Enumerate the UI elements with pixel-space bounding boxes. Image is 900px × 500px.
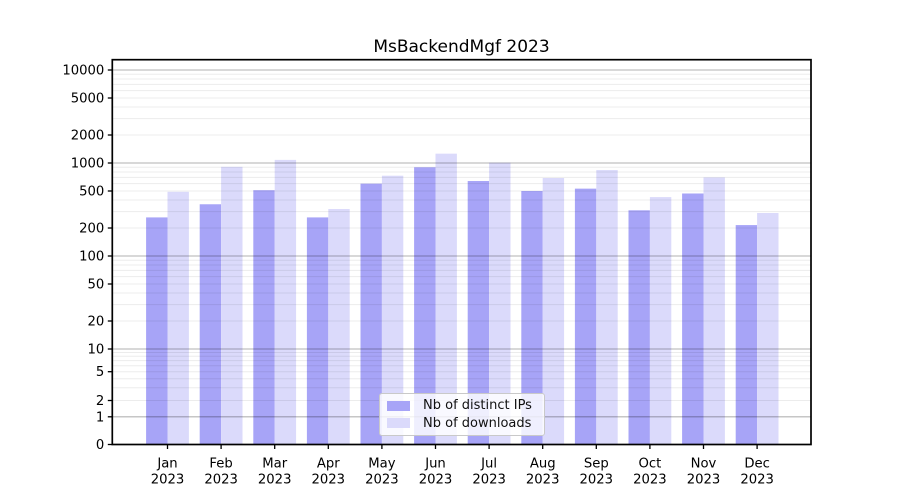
bar-distinct-ips-dec <box>735 225 758 445</box>
x-axis-year-label: 2023 <box>419 473 453 488</box>
x-axis-year-label: 2023 <box>365 473 399 488</box>
bar-distinct-ips-may <box>360 183 382 445</box>
legend-row: Nb of distinct IPs <box>380 398 544 413</box>
bar-downloads-mar <box>274 159 297 445</box>
x-axis-month-label: Jul <box>480 457 497 472</box>
y-axis-tick-label: 200 <box>79 222 104 237</box>
bar-distinct-ips-feb <box>199 204 222 445</box>
y-axis-tick-label: 0 <box>96 438 104 453</box>
x-axis-year-label: 2023 <box>526 473 560 488</box>
bar-distinct-ips-nov <box>682 193 704 445</box>
x-axis-month-label: May <box>368 457 395 472</box>
x-axis-year-label: 2023 <box>740 473 774 488</box>
bar-distinct-ips-jan <box>146 217 168 445</box>
bar-distinct-ips-oct <box>628 210 650 445</box>
plot-border <box>111 58 812 446</box>
x-axis-year-label: 2023 <box>687 473 721 488</box>
bar-downloads-apr <box>328 209 350 445</box>
bar-distinct-ips-aug <box>521 190 543 445</box>
bar-downloads-sep <box>596 170 618 445</box>
y-axis-tick-label: 5000 <box>71 91 105 106</box>
y-axis-tick-label: 10 <box>88 343 105 358</box>
bar-distinct-ips-sep <box>574 188 597 445</box>
y-axis-tick-label: 1000 <box>71 157 105 172</box>
x-axis-year-label: 2023 <box>633 473 667 488</box>
y-axis-tick-label: 50 <box>88 277 105 292</box>
chart-title: MsBackendMgf 2023 <box>373 37 550 57</box>
x-axis-month-label: Jan <box>156 457 177 472</box>
bar-downloads-oct <box>649 197 672 445</box>
bar-downloads-dec <box>757 212 779 445</box>
legend: Nb of distinct IPs Nb of downloads <box>379 393 545 436</box>
bar-downloads-aug <box>542 177 565 445</box>
bar-downloads-may <box>381 175 404 445</box>
y-axis-tick-label: 10000 <box>62 64 104 79</box>
x-axis-month-label: Nov <box>691 457 717 472</box>
y-axis-tick-label: 500 <box>79 184 104 199</box>
y-axis-tick-label: 100 <box>79 250 104 265</box>
x-axis-month-label: Oct <box>638 457 661 472</box>
x-axis-month-label: Mar <box>262 457 287 472</box>
x-axis-month-label: Apr <box>317 457 340 472</box>
y-axis-tick-label: 2 <box>96 394 104 409</box>
bar-downloads-jul <box>489 162 511 445</box>
bar-distinct-ips-mar <box>253 190 275 445</box>
y-axis-tick-label: 5 <box>96 365 104 380</box>
legend-row: Nb of downloads <box>380 416 544 431</box>
bar-distinct-ips-apr <box>306 217 329 445</box>
bar-downloads-jun <box>435 153 457 445</box>
y-axis-tick-label: 2000 <box>71 129 105 144</box>
bar-downloads-nov <box>703 177 725 445</box>
legend-label: Nb of downloads <box>423 415 532 431</box>
x-axis-month-label: Jun <box>424 457 446 472</box>
y-axis-tick-label: 1 <box>96 410 104 425</box>
bar-distinct-ips-jul <box>467 181 490 445</box>
x-axis-year-label: 2023 <box>472 473 506 488</box>
legend-label: Nb of distinct IPs <box>423 398 532 414</box>
legend-swatch-downloads <box>387 417 410 429</box>
x-axis-year-label: 2023 <box>258 473 292 488</box>
x-axis-year-label: 2023 <box>151 473 185 488</box>
x-axis-month-label: Dec <box>744 457 770 472</box>
x-axis-year-label: 2023 <box>312 473 346 488</box>
x-axis-month-label: Feb <box>209 457 232 472</box>
legend-swatch-distinct-ips <box>387 400 410 412</box>
bar-downloads-jan <box>167 191 189 445</box>
bar-downloads-feb <box>221 166 243 445</box>
x-axis-year-label: 2023 <box>204 473 238 488</box>
x-axis-month-label: Sep <box>584 457 609 472</box>
x-axis-month-label: Aug <box>530 457 556 472</box>
bar-distinct-ips-jun <box>414 167 436 445</box>
x-axis-year-label: 2023 <box>580 473 614 488</box>
y-axis-tick-label: 20 <box>88 315 105 330</box>
